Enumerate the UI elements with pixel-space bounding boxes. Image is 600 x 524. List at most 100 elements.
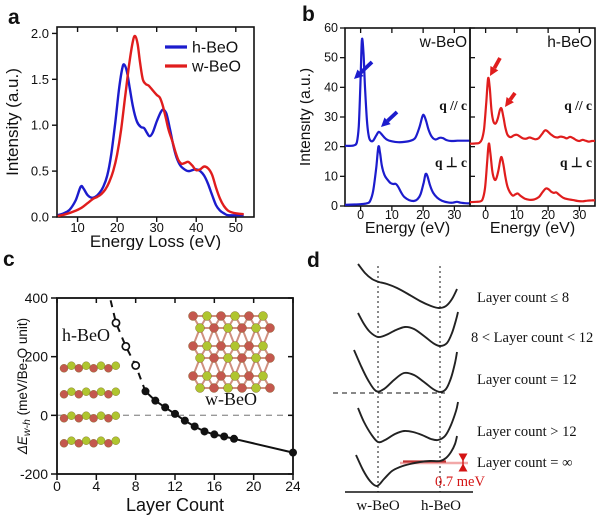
y-tick-label: 60: [324, 21, 338, 35]
x-tick-label: 16: [207, 478, 223, 494]
y-tick-label: 40: [324, 80, 338, 94]
atom: [209, 353, 219, 363]
y-tick-label: 0: [40, 407, 48, 423]
atom: [59, 390, 69, 399]
well-label-1: Layer count ≤ 8: [477, 290, 569, 306]
y-tick-label: 0: [331, 199, 338, 213]
atom: [96, 436, 106, 445]
atom: [74, 414, 84, 423]
bottom-label-w-beo: w-BeO: [356, 498, 399, 514]
energy-gap-label: 0.7 meV: [435, 474, 485, 490]
y-axis-label: Intensity (a.u.): [300, 68, 314, 166]
diagram-d: 0.7 meV Layer count ≤ 8 8 < Layer count < …: [333, 263, 593, 514]
x-axis-label: Layer Count: [126, 495, 224, 515]
atom: [216, 341, 226, 351]
x-tick-label: 0: [357, 208, 364, 222]
atom: [74, 364, 84, 373]
peak-arrow: [490, 57, 502, 76]
atom: [104, 364, 113, 373]
axis-frame: [469, 27, 596, 207]
atom: [188, 371, 198, 381]
arrow-head: [354, 69, 364, 79]
atom: [89, 439, 98, 448]
atom: [188, 341, 198, 351]
peak-arrow: [505, 91, 517, 107]
y-tick-label: 200: [25, 349, 49, 365]
atom: [104, 414, 113, 423]
panel-d-label: d: [307, 249, 320, 272]
filled-circle-marker: [171, 409, 179, 418]
well-curve-2: [357, 311, 459, 347]
subpanel-w-beo: 0 10 20 30 0 10 20 30 40 50 60 Energy (eV) w-BeO q //…: [324, 21, 471, 237]
atom: [202, 371, 212, 381]
q-parallel-curve: [344, 37, 470, 147]
atom: [237, 383, 247, 393]
x-tick-label: 50: [229, 220, 243, 235]
x-tick-label: 20: [110, 220, 124, 235]
atom: [96, 387, 106, 396]
y-tick-label: 20: [324, 140, 338, 154]
x-tick-label: 4: [92, 478, 100, 494]
filled-circle-marker: [289, 448, 297, 457]
panel-c-chart: 0 4 8 12 16 20 24 -200 0 200 400 Layer Count ΔEw-h (…: [15, 290, 300, 515]
atom: [209, 383, 219, 393]
panel-title: h-BeO: [547, 34, 592, 51]
atom: [216, 371, 226, 381]
x-tick-label: 10: [385, 208, 399, 222]
well-label-4: Layer count > 12: [477, 424, 577, 440]
filled-circle-marker: [141, 387, 150, 396]
q-parallel-label: q // c: [439, 98, 467, 113]
atom: [74, 390, 84, 399]
x-tick-label: 0: [53, 478, 61, 494]
x-tick-label: 0: [482, 208, 489, 222]
atom: [237, 353, 247, 363]
energy-gap-marker: [458, 453, 468, 472]
atom: [202, 341, 212, 351]
bottom-label-h-beo: h-BeO: [421, 498, 461, 514]
atom: [81, 436, 91, 445]
x-tick-label: 30: [572, 208, 586, 222]
plot-c: 0 4 8 12 16 20 24 -200 0 200 400 Layer Count ΔEw-h (…: [15, 290, 300, 515]
atom: [195, 353, 205, 363]
y-tick-label: 2.0: [31, 26, 49, 41]
atom: [111, 361, 121, 370]
atom: [251, 353, 261, 363]
atom: [244, 341, 254, 351]
well-label-5: Layer count = ∞: [477, 455, 572, 471]
arrow-shaft: [508, 91, 517, 101]
x-tick-label: 8: [132, 478, 140, 494]
well-curve-5: [355, 435, 458, 487]
open-circle-marker: [121, 341, 131, 351]
arrow-shaft: [492, 57, 502, 70]
y-tick-label: 50: [324, 51, 338, 65]
filled-circle-marker: [230, 434, 238, 443]
y-tick-label: 0.5: [31, 164, 49, 179]
y-tick-label: 30: [324, 110, 338, 124]
x-axis-label: Energy (eV): [365, 220, 450, 237]
peak-arrow: [354, 60, 374, 79]
atom: [258, 371, 268, 381]
atom: [230, 311, 240, 321]
atom: [89, 390, 98, 399]
gap-marker-arrow-up: [458, 463, 468, 472]
arrow-shaft: [386, 110, 399, 123]
x-tick-label: 12: [167, 478, 183, 494]
q-parallel-curve: [469, 76, 596, 145]
panel-title: w-BeO: [419, 34, 467, 51]
filled-circle-marker: [180, 416, 189, 425]
y-tick-label: 0.0: [31, 210, 49, 225]
atom: [258, 311, 268, 321]
y-axis-label: ΔEw-h (meV/Be-O unit): [15, 318, 33, 455]
atom: [251, 323, 261, 333]
legend-label: w-BeO: [191, 59, 241, 76]
filled-circle-marker: [151, 396, 160, 405]
atom: [81, 387, 91, 396]
x-tick-label: 24: [285, 478, 300, 494]
atom: [67, 361, 76, 370]
atom: [111, 411, 121, 420]
well-curve-3: [353, 349, 458, 393]
metastable-series-line: [109, 300, 146, 390]
atom: [223, 323, 233, 333]
panel-a-chart: 10 20 30 40 50 0.0 0.5 1.0 1.5 2.0 Energy Loss (eV…: [3, 26, 255, 250]
